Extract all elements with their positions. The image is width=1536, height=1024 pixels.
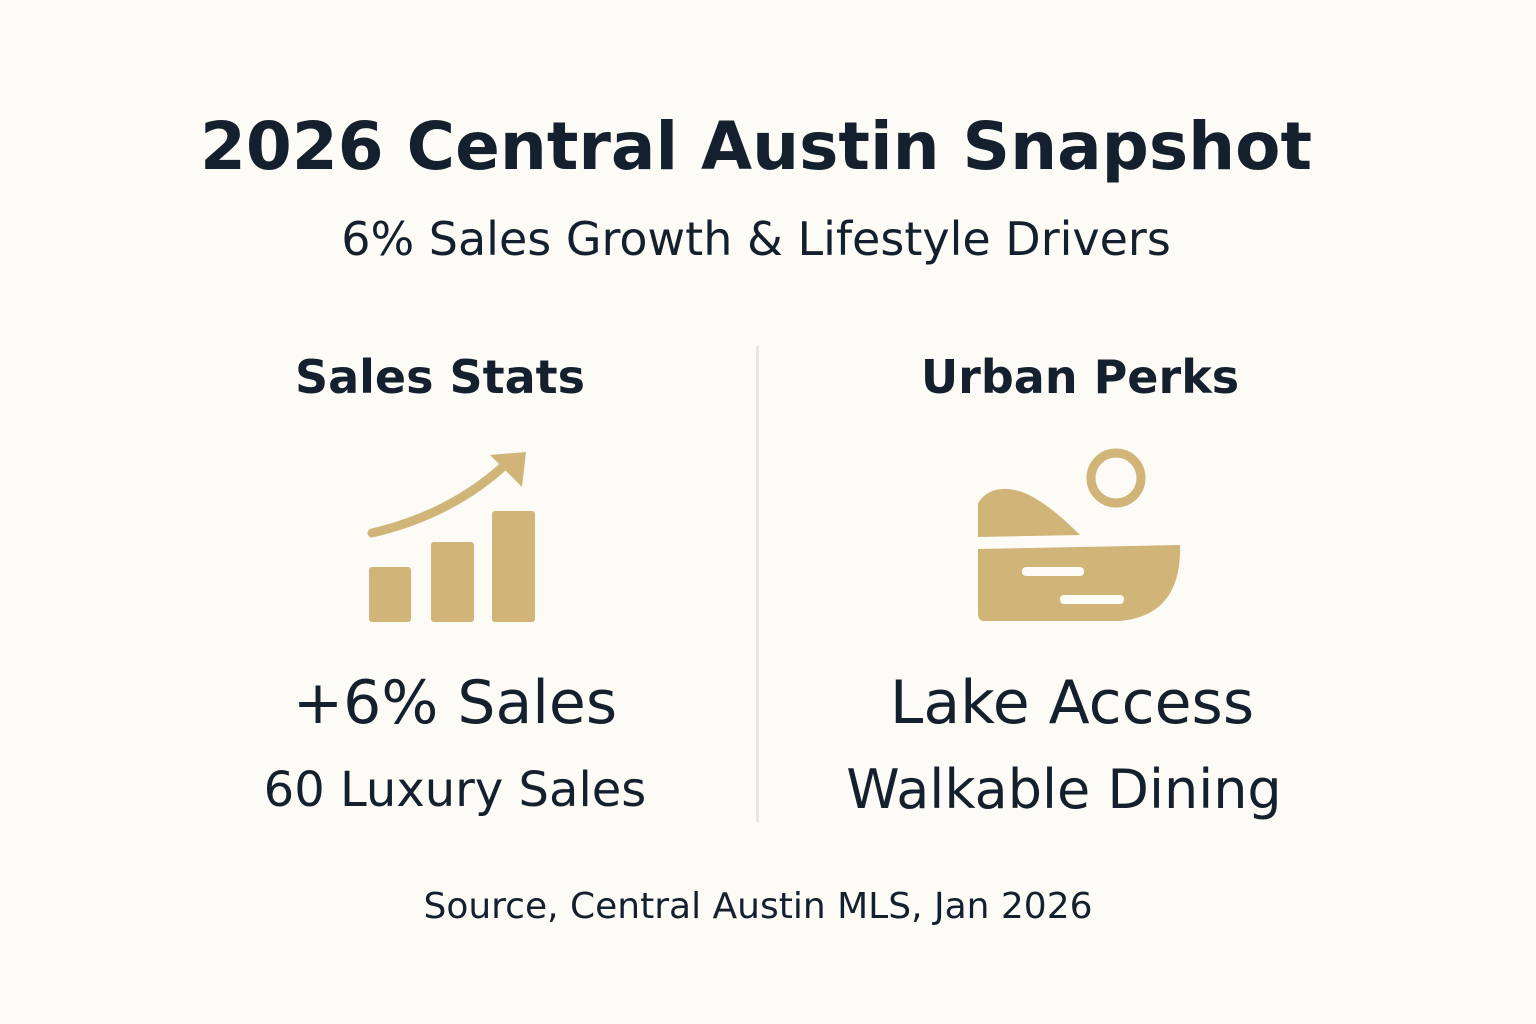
- lake-icon: [978, 448, 1181, 621]
- subtitle: 6% Sales Growth & Lifestyle Drivers: [341, 212, 1171, 266]
- title: 2026 Central Austin Snapshot: [199, 108, 1313, 185]
- panel-secondary: Walkable Dining: [846, 758, 1282, 821]
- panel-primary: Lake Access: [889, 668, 1255, 738]
- growth-icon: [367, 452, 535, 622]
- panel-primary: +6% Sales: [292, 668, 618, 738]
- panel-secondary: 60 Luxury Sales: [263, 762, 647, 818]
- divider: [756, 346, 759, 822]
- panel-heading: Sales Stats: [294, 350, 586, 404]
- source-note: Source, Central Austin MLS, Jan 2026: [423, 886, 1093, 927]
- panel-heading: Urban Perks: [920, 350, 1240, 404]
